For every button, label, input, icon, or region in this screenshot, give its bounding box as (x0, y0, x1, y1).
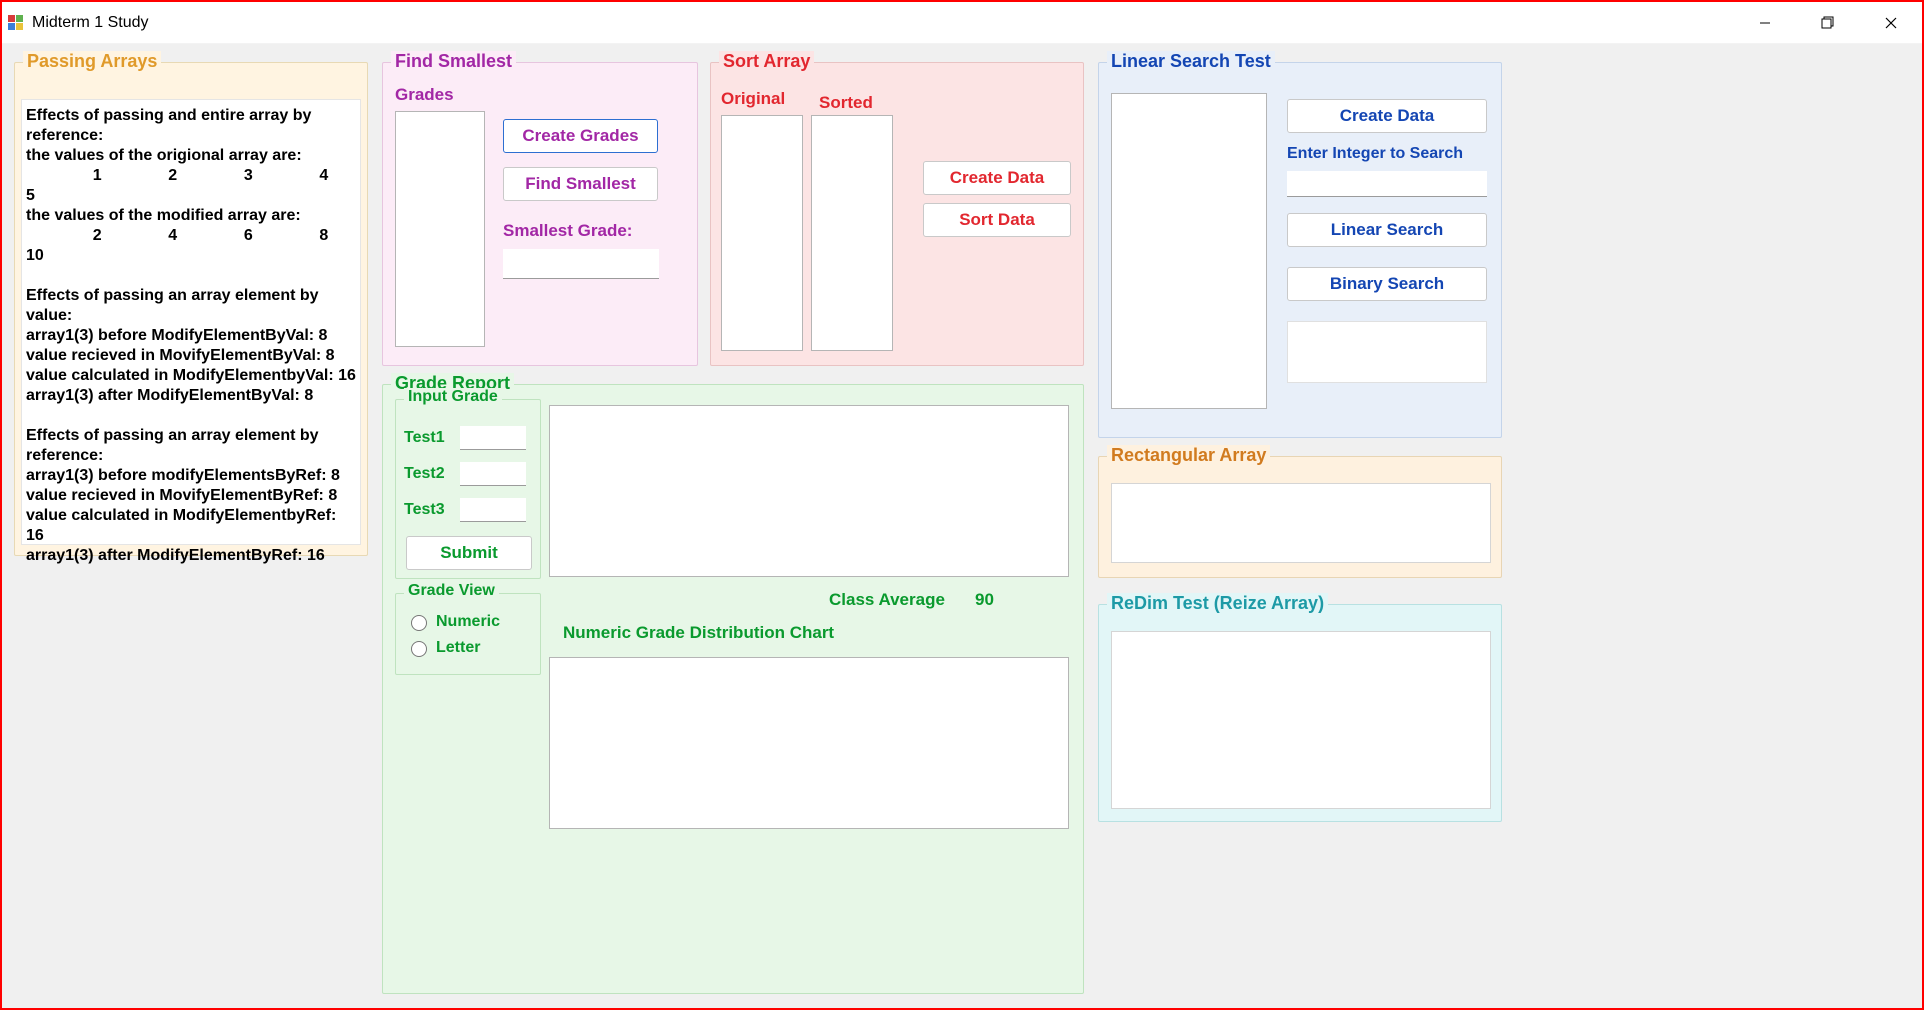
test2-row: Test2 (404, 462, 526, 486)
sort-array-title: Sort Array (719, 51, 814, 72)
search-result-textbox[interactable] (1287, 321, 1487, 383)
sorted-label: Sorted (819, 93, 873, 113)
linear-search-group: Linear Search Test Create Data Enter Int… (1098, 62, 1502, 438)
grades-listbox[interactable] (395, 111, 485, 347)
test2-label: Test2 (404, 465, 460, 483)
title-bar: Midterm 1 Study (2, 2, 1922, 44)
close-button[interactable] (1859, 2, 1922, 44)
letter-radio-label: Letter (436, 639, 480, 657)
test1-label: Test1 (404, 429, 460, 447)
app-icon (8, 15, 24, 31)
smallest-grade-label: Smallest Grade: (503, 221, 632, 241)
redim-title: ReDim Test (Reize Array) (1107, 593, 1328, 614)
sorted-listbox[interactable] (811, 115, 893, 351)
find-smallest-group: Find Smallest Grades Create Grades Find … (382, 62, 698, 366)
grade-report-group: Grade Report Input Grade Test1 Test2 Tes… (382, 384, 1084, 994)
client-area: Passing Arrays Effects of passing and en… (2, 44, 1922, 1008)
numeric-radio-label: Numeric (436, 613, 500, 631)
enter-integer-label: Enter Integer to Search (1287, 145, 1463, 163)
test3-label: Test3 (404, 501, 460, 519)
find-smallest-button[interactable]: Find Smallest (503, 167, 658, 201)
window-title: Midterm 1 Study (32, 14, 148, 32)
linear-create-data-button[interactable]: Create Data (1287, 99, 1487, 133)
class-average-label: Class Average (829, 590, 945, 610)
grades-label: Grades (395, 85, 454, 105)
grade-view-group: Grade View Numeric Letter (395, 593, 541, 675)
maximize-button[interactable] (1796, 2, 1859, 44)
distribution-chart-textbox[interactable] (549, 657, 1069, 829)
numeric-radio-row[interactable]: Numeric (406, 612, 500, 631)
minimize-button[interactable] (1733, 2, 1796, 44)
passing-arrays-output[interactable]: Effects of passing and entire array by r… (21, 99, 361, 545)
rectangular-array-group: Rectangular Array (1098, 456, 1502, 578)
original-listbox[interactable] (721, 115, 803, 351)
binary-search-button[interactable]: Binary Search (1287, 267, 1487, 301)
test3-row: Test3 (404, 498, 526, 522)
linear-search-button[interactable]: Linear Search (1287, 213, 1487, 247)
submit-button[interactable]: Submit (406, 536, 532, 570)
input-grade-group: Input Grade Test1 Test2 Test3 Submit (395, 399, 541, 579)
rectangular-array-textbox[interactable] (1111, 483, 1491, 563)
find-smallest-title: Find Smallest (391, 51, 516, 72)
numeric-radio[interactable] (411, 615, 427, 631)
create-grades-button[interactable]: Create Grades (503, 119, 658, 153)
sort-data-button[interactable]: Sort Data (923, 203, 1071, 237)
passing-arrays-group: Passing Arrays Effects of passing and en… (14, 62, 368, 556)
redim-group: ReDim Test (Reize Array) (1098, 604, 1502, 822)
window-controls (1733, 2, 1922, 44)
test1-input[interactable] (460, 426, 526, 450)
linear-search-listbox[interactable] (1111, 93, 1267, 409)
sort-create-data-button[interactable]: Create Data (923, 161, 1071, 195)
original-label: Original (721, 89, 785, 109)
distribution-chart-label: Numeric Grade Distribution Chart (563, 623, 834, 643)
letter-radio[interactable] (411, 641, 427, 657)
report-output-textbox[interactable] (549, 405, 1069, 577)
sort-array-group: Sort Array Original Sorted Create Data S… (710, 62, 1084, 366)
input-grade-title: Input Grade (404, 388, 502, 406)
passing-arrays-title: Passing Arrays (23, 51, 161, 72)
redim-textbox[interactable] (1111, 631, 1491, 809)
test3-input[interactable] (460, 498, 526, 522)
letter-radio-row[interactable]: Letter (406, 638, 480, 657)
linear-search-title: Linear Search Test (1107, 51, 1275, 72)
smallest-grade-input[interactable] (503, 249, 659, 279)
test1-row: Test1 (404, 426, 526, 450)
app-frame: Midterm 1 Study Passing Arrays (0, 0, 1924, 1010)
grade-view-title: Grade View (404, 582, 499, 600)
rectangular-array-title: Rectangular Array (1107, 445, 1270, 466)
search-integer-input[interactable] (1287, 171, 1487, 197)
class-average-value: 90 (975, 590, 994, 610)
test2-input[interactable] (460, 462, 526, 486)
